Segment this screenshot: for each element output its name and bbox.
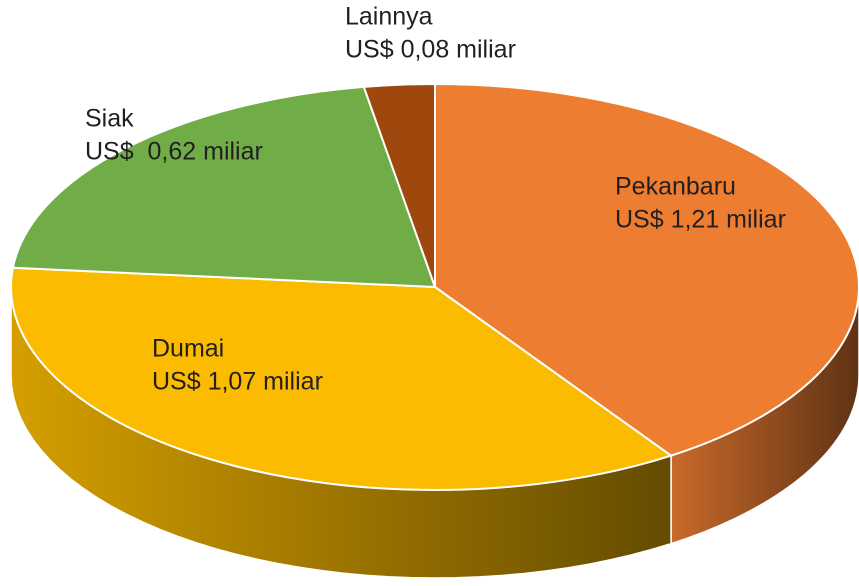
- slice-label: Pekanbaru: [615, 173, 736, 201]
- slice-value-label: US$ 0,08 miliar: [345, 36, 516, 64]
- slice: [11, 85, 437, 289]
- slice: [362, 82, 436, 288]
- slice-label: Dumai: [152, 335, 224, 363]
- slice-value-label: US$ 1,07 miliar: [152, 368, 323, 396]
- slice-value-label: US$ 0,62 miliar: [85, 138, 263, 166]
- slice-label: Siak: [85, 105, 134, 133]
- slice: [10, 266, 674, 491]
- slice: [434, 82, 859, 457]
- slice-label: Lainnya: [345, 3, 433, 31]
- slice-value-label: US$ 1,21 miliar: [615, 206, 786, 234]
